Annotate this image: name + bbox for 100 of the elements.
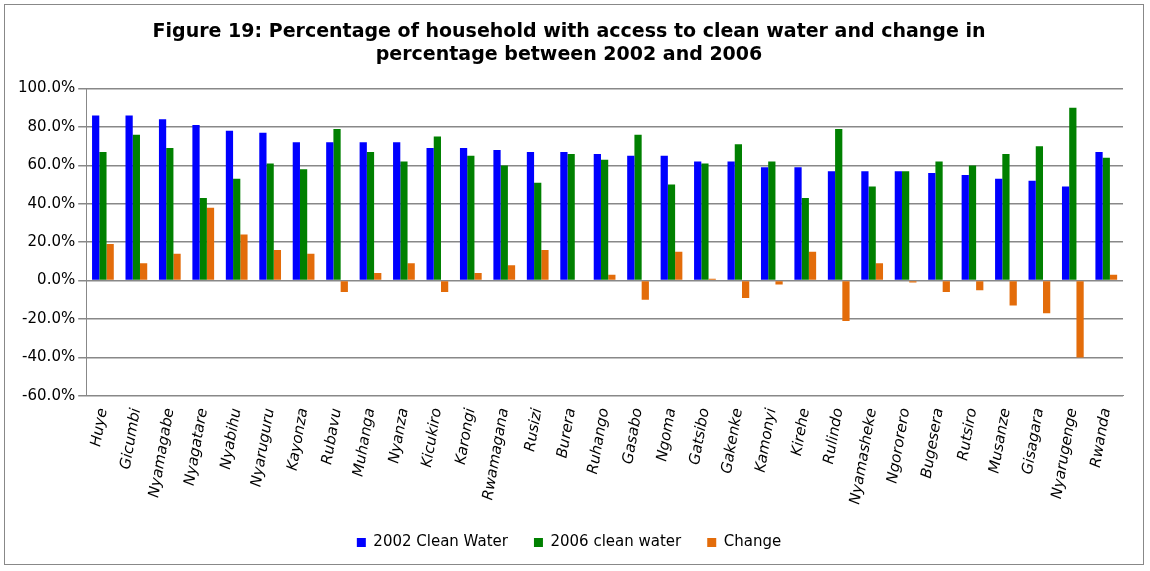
- bar: [459, 148, 468, 280]
- y-tick-label: -40.0%: [22, 347, 76, 366]
- bar: [526, 151, 535, 280]
- bar: [206, 207, 215, 280]
- bar: [808, 251, 817, 280]
- x-tick-label: Rutsiro: [953, 406, 981, 463]
- bar: [132, 134, 140, 280]
- bar: [1095, 151, 1103, 280]
- bar: [92, 115, 100, 280]
- x-tick-label: Huye: [86, 406, 111, 449]
- bar: [374, 272, 382, 280]
- bar: [801, 198, 809, 280]
- bar: [861, 171, 869, 280]
- x-tick-label: Rwanda: [1085, 406, 1115, 469]
- bar: [901, 171, 910, 280]
- bar: [493, 150, 501, 280]
- legend-label: 2006 clean water: [550, 532, 683, 551]
- bar: [99, 151, 107, 280]
- x-tick-label: Kicukiro: [417, 406, 446, 469]
- bar: [968, 165, 977, 280]
- x-tick-label: Kayonza: [282, 406, 312, 472]
- x-tick-label: Nyaruguru: [246, 406, 278, 489]
- bar: [1061, 186, 1070, 280]
- bar: [440, 281, 449, 293]
- bar: [400, 161, 408, 280]
- bar: [667, 184, 676, 280]
- bar: [1069, 107, 1077, 280]
- bar: [326, 142, 334, 280]
- bar: [842, 281, 850, 321]
- y-tick-label: 100.0%: [17, 78, 76, 97]
- bar: [1035, 146, 1044, 280]
- x-tick-label: Burera: [552, 406, 579, 460]
- y-tick-label: -20.0%: [22, 308, 76, 327]
- bar: [240, 234, 248, 280]
- bar: [333, 128, 341, 280]
- bar: [835, 128, 843, 280]
- bar: [995, 178, 1003, 280]
- bar: [166, 148, 174, 280]
- bar: [660, 155, 668, 280]
- bar: [173, 253, 181, 280]
- bar: [426, 148, 434, 280]
- bar: [567, 153, 575, 280]
- x-tick-label: Rusizi: [520, 405, 546, 454]
- bar: [1009, 281, 1017, 306]
- bar: [541, 249, 549, 280]
- bar: [875, 263, 884, 280]
- bar: [507, 265, 516, 280]
- bar: [627, 155, 635, 280]
- bar: [433, 136, 441, 280]
- bar: [158, 119, 167, 280]
- x-tick-label: Rubavu: [317, 406, 345, 466]
- bar: [534, 182, 542, 280]
- legend-label: 2002 Clean Water: [373, 532, 509, 551]
- x-tick-label: Karongi: [450, 405, 479, 466]
- bar: [192, 125, 200, 280]
- x-tick-label: Ngoma: [652, 406, 680, 463]
- bar: [1002, 153, 1010, 280]
- bar: [1102, 157, 1110, 280]
- bar: [266, 163, 274, 280]
- bar: [139, 263, 148, 280]
- bar: [225, 130, 234, 280]
- bar: [794, 167, 802, 280]
- x-tick-label: Nyanza: [384, 406, 412, 465]
- bar: [675, 251, 683, 280]
- x-tick-label: Gisagara: [1017, 406, 1048, 476]
- x-tick-label: Bugesera: [916, 406, 947, 480]
- bar: [894, 171, 902, 280]
- x-tick-label: Gakenke: [716, 406, 747, 475]
- bar: [259, 132, 267, 280]
- bar: [701, 163, 709, 280]
- bar: [868, 186, 876, 280]
- bar: [1109, 274, 1118, 280]
- x-tick-label: Rulindo: [818, 406, 847, 466]
- bar: [608, 274, 616, 280]
- bar: [976, 281, 984, 291]
- x-tick-label: Ruhango: [583, 406, 613, 476]
- bar: [467, 155, 475, 280]
- bar: [359, 142, 367, 280]
- y-tick-label: 60.0%: [27, 155, 76, 174]
- x-tick-label: Gicumbi: [115, 405, 145, 471]
- y-tick-label: 40.0%: [27, 193, 76, 212]
- bar: [760, 167, 769, 280]
- x-tick-label: Kirehe: [786, 406, 814, 458]
- x-tick-label: Nyagatare: [179, 406, 212, 488]
- bar: [407, 263, 415, 280]
- x-tick-label: Nyabihu: [215, 406, 245, 471]
- bar: [942, 281, 950, 293]
- x-tick-label: Muhanga: [348, 406, 379, 479]
- bar: [292, 142, 300, 280]
- bar: [474, 272, 482, 280]
- bar: [1043, 281, 1051, 314]
- x-tick-label: Ngororero: [882, 406, 914, 485]
- y-tick-label: 20.0%: [27, 232, 76, 251]
- bar: [273, 249, 282, 280]
- bar: [125, 115, 133, 280]
- bar: [299, 169, 308, 280]
- bar: [366, 151, 375, 280]
- bar: [961, 175, 969, 280]
- bar: [775, 281, 783, 285]
- text: Figure 19: Percentage of household with access to clean water and change in: [152, 19, 986, 42]
